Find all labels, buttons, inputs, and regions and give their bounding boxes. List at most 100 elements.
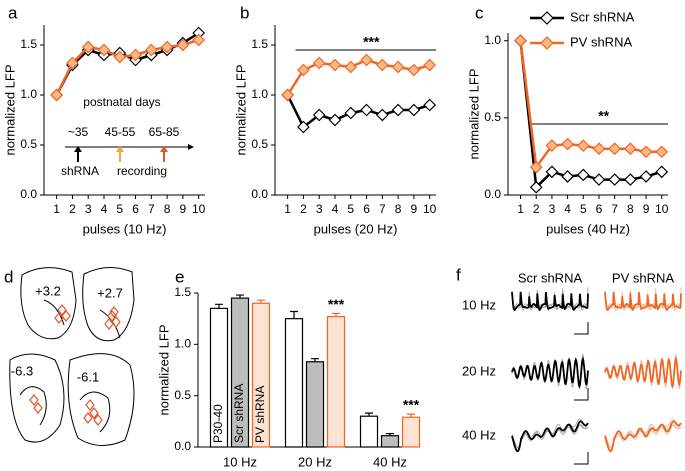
marker [529,180,543,194]
marker [344,60,358,74]
trace-mean [511,291,589,312]
x-tick-label: 5 [347,202,354,216]
section-label: +2.7 [97,285,123,300]
age-arrowhead [116,146,124,152]
marker [576,139,590,152]
bar-series-label: P30-40 [211,404,225,443]
panel-label: b [240,3,249,22]
series-line [286,58,431,96]
x-tick-label: 8 [395,202,402,216]
y-tick-label: 0.5 [251,137,268,151]
x-tick-label: 9 [643,202,650,216]
series-line [519,40,662,171]
x-tick-label: 1 [284,202,291,216]
marker [423,98,437,112]
x-axis-title: pulses (40 Hz) [546,221,630,236]
significance-label: ** [598,108,609,124]
y-tick-label: 1.0 [251,87,268,101]
marker [423,58,437,72]
marker [281,88,294,102]
marker [360,53,373,67]
error-bar [257,299,265,304]
marker [561,170,574,183]
x-tick-label: 7 [611,202,618,216]
y-tick-label: 0.5 [20,137,37,151]
x-tick-label: 9 [180,202,187,216]
panel-label: d [4,267,13,286]
x-tick-label: 1 [53,202,60,216]
y-tick-label: 1.0 [174,337,191,351]
marker [81,40,95,54]
marker [592,173,606,186]
marker [655,165,669,179]
marker [655,145,669,159]
error-bar [407,413,415,418]
inset-age: 45-55 [105,125,136,139]
series-line [286,94,431,129]
marker [407,103,421,117]
marker [639,145,653,159]
section-outline [20,267,77,340]
inset-age: 65-85 [149,125,180,139]
y-axis-title: normalized LFP [2,64,17,155]
panel-label: a [8,3,18,22]
marker [391,60,405,74]
trace-mean [511,420,589,453]
trace-mean [604,291,682,312]
x-tick-label: 10 [423,202,437,216]
x-tick-label: 4 [332,202,339,216]
marker [545,165,559,179]
y-tick-label: 0.5 [484,110,501,124]
row-label: 10 Hz [462,297,496,312]
y-tick-label: 1.0 [20,87,37,101]
bar [326,316,346,448]
error-bar [311,358,319,362]
marker [639,170,653,183]
marker [375,108,389,122]
significance-label: *** [363,34,380,50]
marker [297,63,310,77]
marker [66,56,79,70]
x-tick-label: 4 [564,202,571,216]
marker [144,43,158,57]
row-label: 40 Hz [462,427,496,442]
marker [129,48,142,62]
series-line [55,38,200,96]
group-label: PV shRNA [612,270,674,285]
trace-mean [604,420,682,453]
marker [576,168,590,182]
section-detail [79,391,111,433]
bar [284,318,304,448]
y-tick-label: 1.5 [251,37,268,51]
bar [305,361,325,448]
marker [608,142,622,156]
row-label: 20 Hz [462,363,496,378]
trace-sample [604,291,682,311]
bar-series-label: PV shRNA [253,386,267,443]
y-tick-label: 0.0 [174,439,191,453]
inset-event: recording [117,164,167,178]
inset-event: shRNA [61,164,99,178]
marker [50,88,63,102]
x-tick-label: 2 [300,202,307,216]
panel-label: e [175,267,184,286]
trace-mean [511,356,589,390]
x-tick-label: 7 [148,202,155,216]
legend-marker [540,11,554,25]
x-tick-label: 10 Hz [223,454,257,469]
panel-label: f [456,265,461,284]
x-tick-label: 2 [69,202,76,216]
legend-label: PV shRNA [570,34,632,49]
y-axis-title: normalized LFP [466,68,481,159]
section-label: +3.2 [35,283,61,298]
marker [328,113,342,127]
error-bar [290,310,298,319]
scale-bar [574,452,589,465]
section-label: -6.1 [77,369,99,384]
marker [97,43,111,57]
marker [529,160,543,174]
marker [176,38,190,52]
section-outline [82,267,135,342]
x-tick-label: 9 [411,202,418,216]
legend-label: Scr shRNA [570,9,635,24]
